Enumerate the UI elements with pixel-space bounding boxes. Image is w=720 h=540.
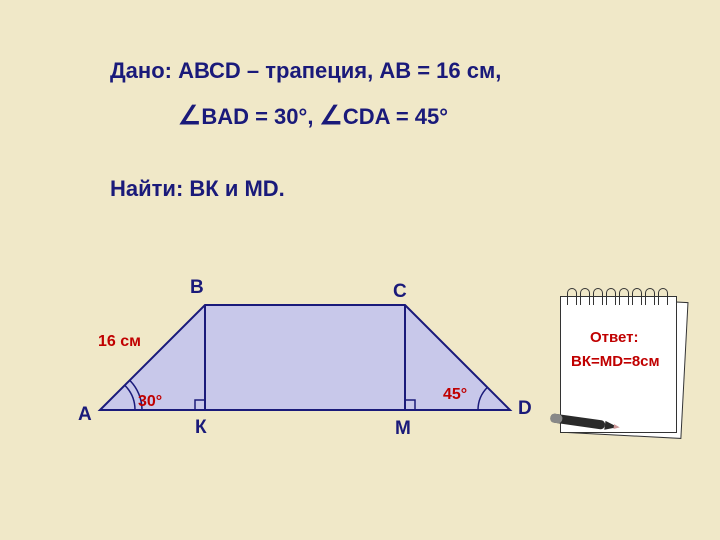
given-text-2b: CDA = 45°	[343, 104, 448, 129]
side-ab-length: 16 см	[98, 333, 141, 351]
vertex-d: D	[518, 398, 532, 420]
angle-symbol-1: ∠	[178, 100, 201, 130]
notepad-spiral	[567, 288, 671, 306]
angle-bad: 30°	[138, 393, 162, 411]
angle-symbol-2: ∠	[320, 100, 343, 130]
pen-icon	[540, 408, 630, 443]
angle-cda: 45°	[443, 386, 467, 404]
given-line-1: Дано: АВСD – трапеция, АВ = 16 см,	[110, 58, 501, 84]
given-line-2: ∠ВAD = 30°, ∠CDA = 45°	[178, 100, 448, 131]
answer-value: ВК=МD=8см	[571, 353, 660, 370]
find-text: Найти: ВК и МD.	[110, 176, 285, 201]
given-text-1: Дано: АВСD – трапеция, АВ = 16 см,	[110, 58, 501, 83]
answer-title: Ответ:	[590, 329, 639, 346]
vertex-m: М	[395, 418, 411, 440]
vertex-a: А	[78, 404, 92, 426]
trapezoid-diagram	[60, 260, 560, 460]
vertex-c: С	[393, 281, 407, 303]
given-text-2a: ВAD = 30°,	[201, 104, 319, 129]
vertex-b: В	[190, 277, 204, 299]
vertex-k: К	[195, 417, 207, 439]
find-line: Найти: ВК и МD.	[110, 176, 285, 202]
